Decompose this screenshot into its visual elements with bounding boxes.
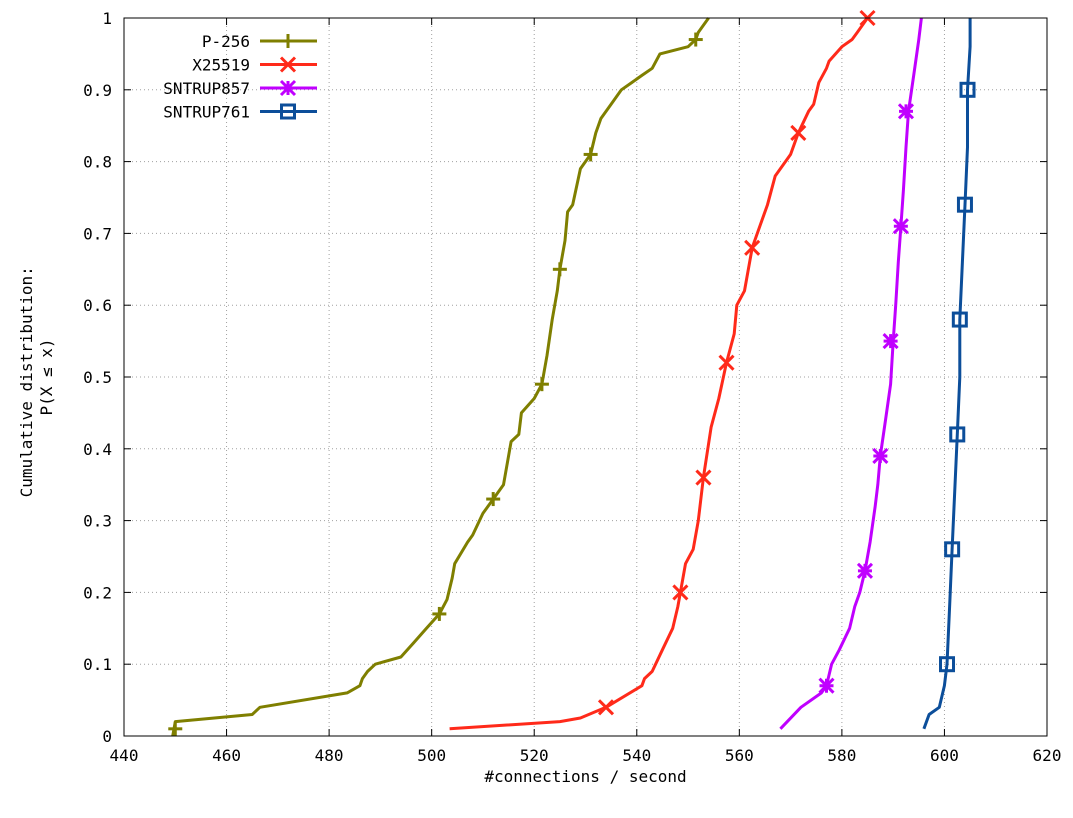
legend-label: SNTRUP761 <box>163 103 250 122</box>
data-point-marker <box>688 32 703 47</box>
y-axis-title-line-2: P(X ≤ x) <box>37 338 56 415</box>
legend-label: X25519 <box>192 56 250 75</box>
series-x25519 <box>449 9 876 731</box>
legend-marker <box>281 34 295 48</box>
data-point-marker <box>790 124 807 141</box>
data-point-marker <box>744 239 761 256</box>
y-axis-title: Cumulative distribution: P(X ≤ x) <box>17 257 56 498</box>
series-sntrup761 <box>922 18 976 730</box>
series-line <box>449 17 869 731</box>
x-tick-label: 440 <box>110 746 139 765</box>
data-point-marker <box>882 333 899 350</box>
data-point-marker <box>872 447 889 465</box>
y-tick-label: 0.5 <box>83 368 112 387</box>
x-tick-label: 560 <box>725 746 754 765</box>
data-point-marker <box>695 469 712 486</box>
data-point-marker <box>897 103 915 120</box>
data-point-marker <box>892 218 909 235</box>
axis-tick-labels: 440 460 480 500 520 540 560 580 600 620 0 0.1 0.2 0.3… <box>83 9 1061 765</box>
series-line <box>922 18 972 730</box>
x-tick-label: 480 <box>315 746 344 765</box>
data-point-marker <box>944 541 961 558</box>
y-tick-label: 1 <box>102 9 112 28</box>
series-line <box>779 17 923 730</box>
legend-entry: P-256 <box>202 32 317 51</box>
data-point-marker <box>534 377 549 392</box>
data-point-marker <box>486 492 501 507</box>
legend: P-256 X25519 SNTRUP857 SNTRUP761 <box>163 32 317 122</box>
data-point-marker <box>959 81 976 98</box>
y-tick-label: 0.7 <box>83 224 112 243</box>
y-tick-label: 0.3 <box>83 512 112 531</box>
data-point-marker <box>949 426 966 443</box>
series-layer <box>168 9 976 737</box>
y-tick-label: 0.1 <box>83 655 112 674</box>
data-point-marker <box>432 606 447 621</box>
axis-ticks <box>123 17 1048 737</box>
y-tick-label: 0.2 <box>83 583 112 602</box>
legend-marker <box>279 56 297 73</box>
series-line <box>171 17 710 737</box>
x-axis-title: #connections / second <box>484 767 686 786</box>
y-axis-title-line-1: Cumulative distribution: <box>17 266 36 497</box>
data-point-marker <box>168 721 183 736</box>
x-tick-label: 580 <box>827 746 856 765</box>
x-tick-label: 600 <box>930 746 959 765</box>
data-point-marker <box>718 354 735 371</box>
legend-entry: X25519 <box>192 56 317 75</box>
data-point-marker <box>856 562 874 579</box>
y-tick-label: 0.4 <box>83 440 112 459</box>
data-point-marker <box>672 584 689 601</box>
x-tick-label: 520 <box>520 746 549 765</box>
x-tick-label: 500 <box>417 746 446 765</box>
legend-label: SNTRUP857 <box>163 79 250 98</box>
x-tick-label: 460 <box>212 746 241 765</box>
series-p-256 <box>168 17 710 737</box>
legend-marker <box>280 103 296 120</box>
data-point-marker <box>583 147 598 162</box>
data-point-marker <box>597 699 615 716</box>
legend-marker <box>279 79 297 97</box>
data-point-marker <box>552 262 567 277</box>
x-tick-label: 620 <box>1033 746 1062 765</box>
data-point-marker <box>956 196 973 213</box>
legend-label: P-256 <box>202 32 250 51</box>
legend-entry: SNTRUP761 <box>163 103 317 122</box>
y-tick-label: 0 <box>102 727 112 746</box>
y-tick-label: 0.6 <box>83 296 112 315</box>
x-tick-label: 540 <box>622 746 651 765</box>
data-point-marker <box>818 677 835 694</box>
data-point-marker <box>951 311 968 328</box>
y-tick-label: 0.8 <box>83 153 112 172</box>
data-point-marker <box>939 656 956 673</box>
legend-entry: SNTRUP857 <box>163 79 317 98</box>
y-tick-label: 0.9 <box>83 81 112 100</box>
series-sntrup857 <box>779 17 923 730</box>
